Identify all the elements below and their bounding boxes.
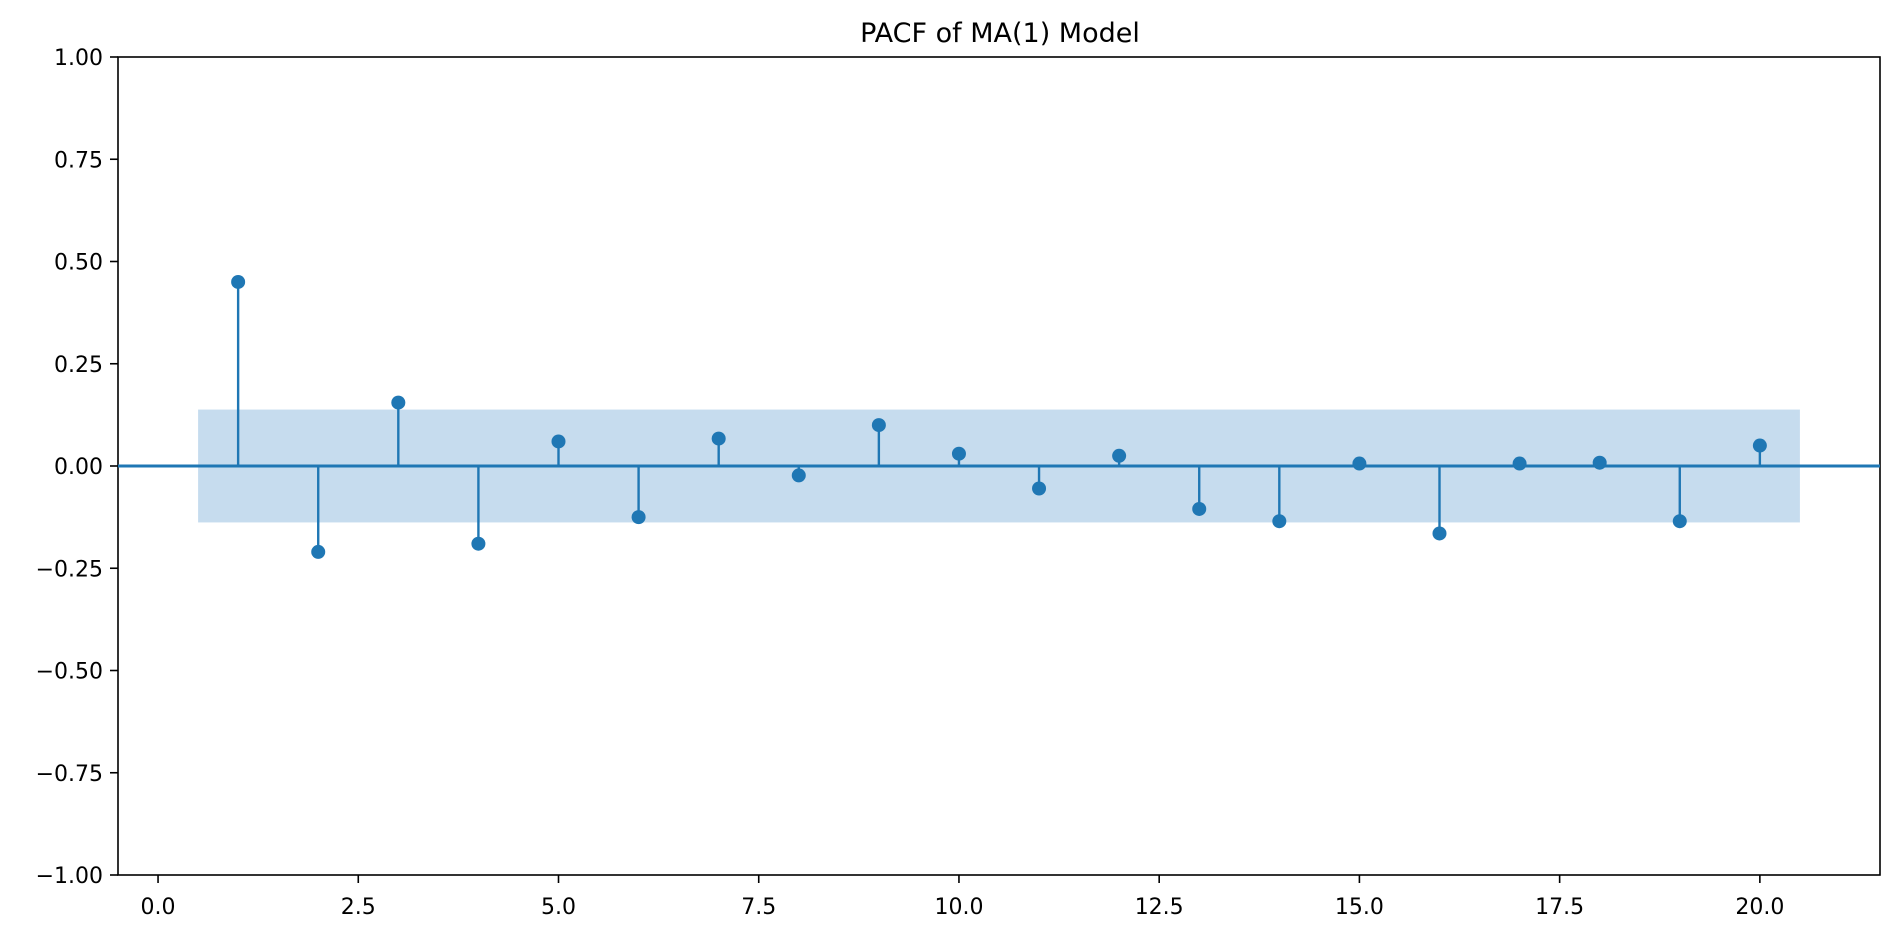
data-point [1112, 448, 1127, 463]
x-tick-label: 17.5 [1535, 895, 1584, 920]
y-tick-label: −0.25 [36, 557, 103, 582]
x-tick-label: 10.0 [934, 895, 983, 920]
x-tick-label: 20.0 [1735, 895, 1784, 920]
data-point [871, 418, 886, 433]
data-point [631, 510, 646, 525]
data-point [1752, 438, 1767, 453]
chart-title: PACF of MA(1) Model [860, 18, 1140, 49]
x-tick-label: 5.0 [541, 895, 576, 920]
x-tick-label: 15.0 [1335, 895, 1384, 920]
data-point [1592, 455, 1607, 470]
data-point [1352, 456, 1367, 471]
data-point [1512, 456, 1527, 471]
data-point [791, 468, 806, 483]
x-tick-label: 12.5 [1135, 895, 1184, 920]
data-point [311, 544, 326, 559]
data-point [391, 395, 406, 410]
y-tick-label: 0.50 [54, 251, 103, 276]
data-point [711, 431, 726, 446]
x-tick-label: 7.5 [741, 895, 776, 920]
y-tick-label: −0.75 [36, 762, 103, 787]
data-point [551, 434, 566, 449]
y-tick-label: 0.00 [54, 455, 103, 480]
data-point [951, 446, 966, 461]
data-point [471, 536, 486, 551]
y-tick-label: 0.75 [54, 148, 103, 173]
data-point [1192, 501, 1207, 516]
x-tick-label: 2.5 [341, 895, 376, 920]
plot-area: 0.0 2.5 5.0 7.5 10.0 12.5 15.0 17.5 20.0 −1.00 −0.… [36, 46, 1881, 920]
y-tick-label: −1.00 [36, 864, 103, 889]
data-point [231, 274, 246, 289]
y-tick-label: 0.25 [54, 353, 103, 378]
x-tick-label: 0.0 [141, 895, 176, 920]
data-point [1432, 526, 1447, 541]
data-point [1032, 481, 1047, 496]
data-point [1272, 514, 1287, 529]
y-tick-label: −0.50 [36, 660, 103, 685]
data-point [1672, 514, 1687, 529]
y-tick-label: 1.00 [54, 46, 103, 71]
